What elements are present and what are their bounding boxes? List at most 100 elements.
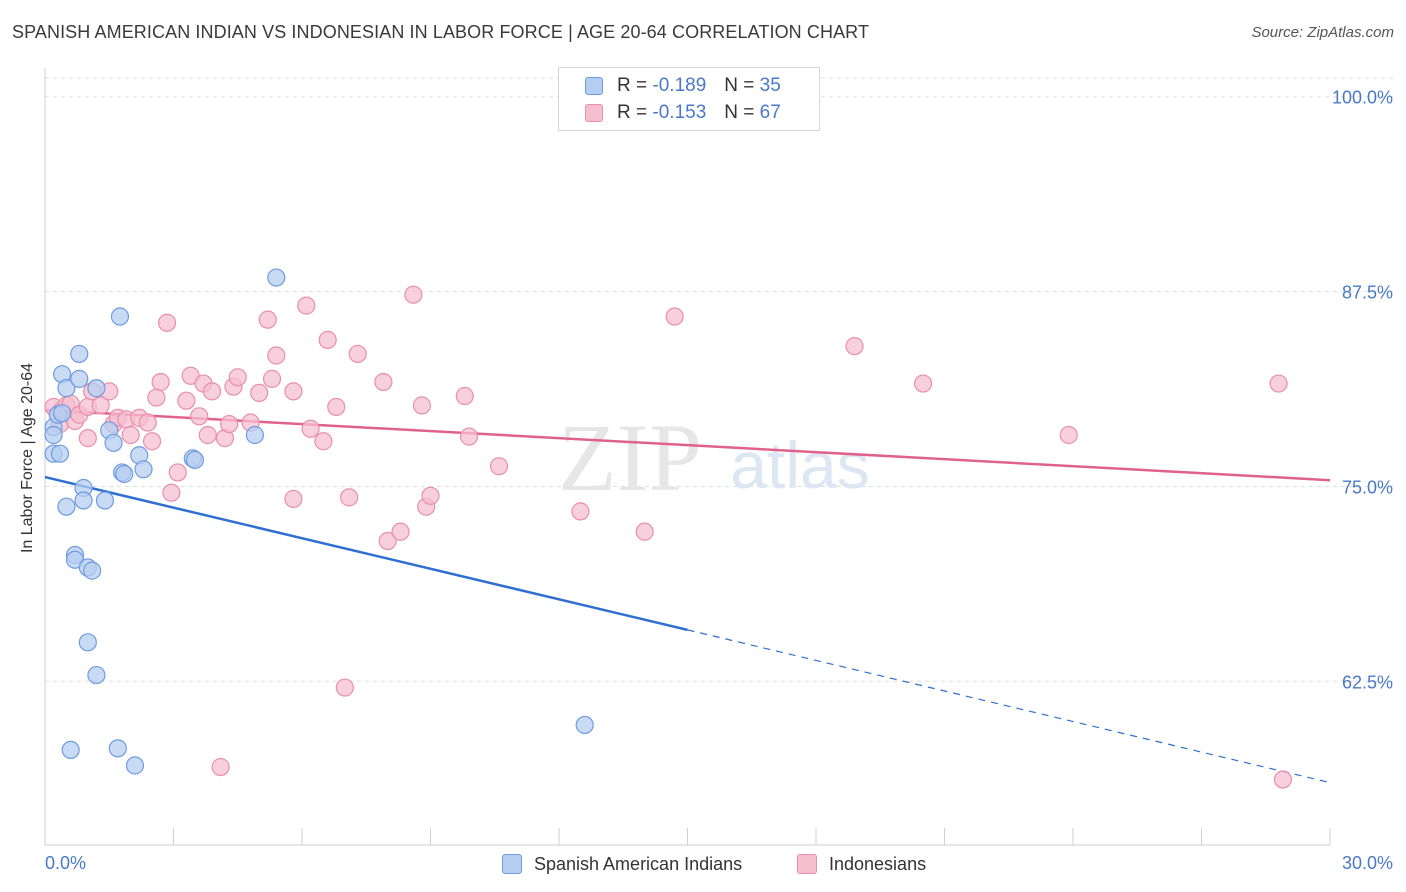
- legend-pink-r: -0.153: [652, 102, 707, 123]
- blue-point: [57, 379, 76, 398]
- blue-trend-line: [44, 475, 688, 632]
- legend-row-blue: R = -0.189 N = 35: [585, 74, 781, 98]
- blue-point: [125, 756, 145, 775]
- legend-label-blue: Spanish American Indians: [534, 853, 743, 874]
- pink-point: [489, 457, 509, 476]
- pink-point: [142, 432, 162, 451]
- axes: [44, 68, 1331, 846]
- pink-point: [284, 382, 303, 401]
- pink-point: [421, 486, 440, 505]
- legend-n-label: N =: [724, 102, 755, 123]
- pink-point: [348, 344, 367, 364]
- chart-title: SPANISH AMERICAN INDIAN VS INDONESIAN IN…: [12, 22, 870, 42]
- pink-point: [318, 330, 337, 350]
- blue-trend-extension: [687, 629, 1331, 784]
- pink-point: [301, 419, 320, 438]
- pink-point: [1273, 770, 1292, 789]
- pink-point: [327, 397, 346, 417]
- blue-point: [267, 268, 286, 287]
- chart-source: Source: ZipAtlas.com: [1251, 24, 1394, 41]
- data-points: [44, 268, 1292, 789]
- legend-row-pink: R = -0.153 N = 67: [585, 101, 781, 125]
- tick-labels: 62.5% 75.0% 87.5% 100.0% 0.0% 30.0%: [45, 88, 1393, 873]
- blue-point: [104, 433, 123, 452]
- blue-point: [50, 444, 70, 463]
- pink-point: [262, 369, 282, 388]
- pink-point: [412, 396, 432, 415]
- blue-point: [78, 633, 97, 652]
- pink-point: [665, 307, 684, 326]
- watermark: ZIP atlas: [558, 404, 870, 511]
- x-tick-label-max: 30.0%: [1342, 853, 1393, 873]
- blue-point: [575, 715, 594, 735]
- pink-point: [1059, 425, 1078, 445]
- blue-point: [95, 491, 115, 510]
- stats-legend: R = -0.189 N = 35 R = -0.153 N = 67: [558, 67, 820, 131]
- pink-point: [147, 388, 166, 407]
- pink-point: [913, 374, 933, 393]
- blue-point: [57, 497, 76, 516]
- pink-point: [78, 429, 97, 448]
- legend-item-blue: Spanish American Indians: [502, 851, 742, 877]
- legend-blue-n: 35: [759, 75, 781, 96]
- pink-point: [190, 407, 209, 426]
- legend-swatch-pink: [797, 854, 817, 874]
- pink-point: [121, 425, 140, 445]
- blue-point: [185, 450, 205, 470]
- blue-point: [61, 740, 80, 760]
- blue-point: [53, 404, 72, 423]
- pink-point: [162, 483, 181, 502]
- legend-swatch-blue: [502, 854, 522, 874]
- blue-point: [87, 379, 106, 398]
- legend-swatch-pink: [585, 104, 603, 122]
- blue-point: [83, 561, 102, 580]
- pink-point: [168, 463, 187, 482]
- pink-point: [378, 531, 397, 551]
- pink-point: [258, 310, 277, 329]
- pink-point: [211, 757, 230, 777]
- blue-point: [134, 460, 153, 479]
- pink-point: [297, 296, 316, 315]
- blue-point: [110, 307, 130, 326]
- pink-point: [284, 489, 303, 509]
- legend-item-pink: Indonesians: [797, 851, 926, 877]
- blue-point: [70, 369, 89, 388]
- blue-point: [245, 425, 264, 445]
- x-tick-label-min: 0.0%: [45, 853, 86, 873]
- blue-point: [44, 425, 63, 445]
- pink-point: [1269, 374, 1288, 393]
- pink-point: [157, 313, 177, 332]
- pink-point: [340, 488, 359, 507]
- y-tick-label: 100.0%: [1332, 88, 1393, 108]
- legend-blue-r: -0.189: [652, 75, 707, 96]
- blue-point: [108, 739, 127, 758]
- pink-point: [202, 382, 222, 401]
- pink-point: [571, 502, 590, 521]
- pink-point: [151, 372, 170, 392]
- grid-lines: [45, 77, 1395, 682]
- pink-point: [220, 414, 239, 434]
- legend-r-label: R =: [617, 75, 648, 96]
- blue-point: [87, 665, 106, 685]
- watermark-atlas: atlas: [730, 428, 869, 502]
- pink-point: [91, 396, 110, 415]
- legend-n-label: N =: [724, 75, 755, 96]
- legend-swatch-blue: [585, 77, 603, 95]
- pink-point: [198, 425, 217, 445]
- pink-point: [177, 391, 196, 410]
- legend-pink-n: 67: [759, 102, 781, 123]
- pink-point: [250, 383, 269, 403]
- pink-point: [314, 432, 333, 451]
- legend-r-label: R =: [617, 102, 648, 123]
- pink-point: [455, 386, 474, 406]
- pink-point: [374, 372, 393, 392]
- blue-point: [70, 344, 89, 364]
- pink-point: [267, 346, 286, 365]
- pink-point: [635, 522, 654, 541]
- pink-point: [138, 413, 157, 432]
- y-tick-label: 62.5%: [1342, 672, 1393, 692]
- pink-point: [228, 368, 247, 387]
- watermark-zip: ZIP: [558, 404, 702, 511]
- y-tick-label: 75.0%: [1342, 477, 1393, 497]
